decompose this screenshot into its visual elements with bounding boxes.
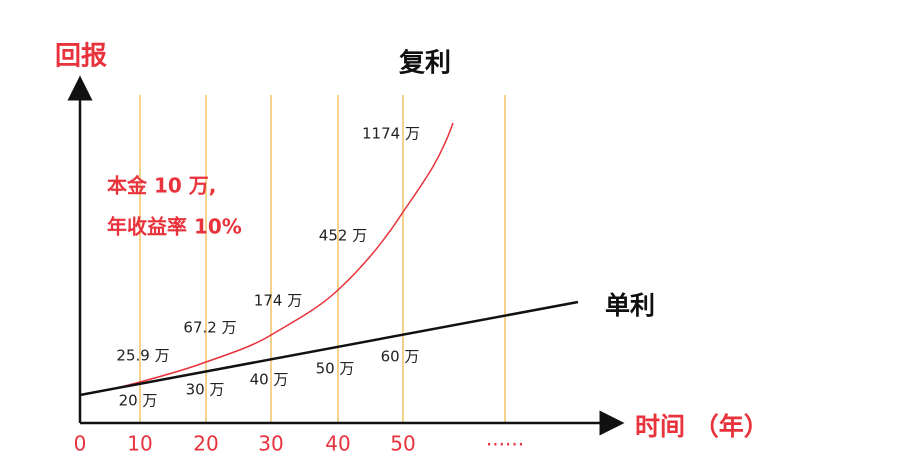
note: 本金 10 万, — [107, 174, 216, 198]
compound-label: 174 万 — [254, 292, 302, 310]
compound-curve — [79, 122, 454, 396]
simple-label: 50 万 — [316, 360, 355, 378]
y-axis-label: 回报 — [55, 41, 107, 72]
x-tick-label: 10 — [127, 432, 152, 456]
guide-lines — [139, 95, 506, 423]
compound-label: 25.9 万 — [116, 347, 169, 365]
compound-label: 1174 万 — [362, 125, 420, 143]
x-tick-label: 0 — [74, 432, 87, 456]
x-tick-label: 50 — [390, 432, 415, 456]
simple-label: 60 万 — [381, 348, 420, 366]
simple-label: 20 万 — [119, 392, 158, 410]
simple-label: 30 万 — [186, 381, 225, 399]
x-tick-label: 30 — [258, 432, 283, 456]
simple-label: 40 万 — [250, 371, 289, 389]
line-label: 单利 — [605, 291, 655, 320]
compound-label: 67.2 万 — [183, 319, 236, 337]
note: 年收益率 10% — [107, 215, 242, 239]
x-axis-label: 时间 （年） — [635, 412, 769, 441]
x-tick-label: 20 — [193, 432, 218, 456]
x-tick-label: ...... — [486, 427, 524, 451]
x-tick-label: 40 — [325, 432, 350, 456]
title: 复利 — [399, 49, 451, 79]
compound-label: 452 万 — [319, 227, 367, 245]
simple-line — [79, 300, 579, 397]
